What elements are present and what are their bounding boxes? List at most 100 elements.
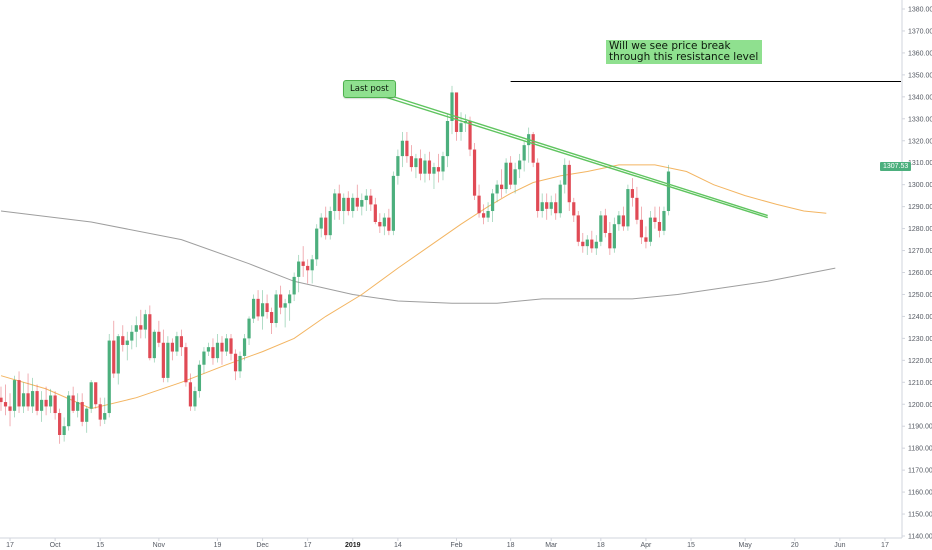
candle-body-33 [148,314,152,359]
candle-body-3 [12,380,17,411]
candle-body-2 [8,406,12,411]
candle-body-48 [215,342,220,359]
price-tick-label-20: 1340.00 [908,94,932,101]
price-tick-label-15: 1290.00 [908,204,932,211]
last-price-badge: 1307.53 [880,162,912,171]
candle-body-56 [251,298,256,319]
price-tick-label-5: 1190.00 [908,424,932,431]
time-tick-label-13: Apr [640,542,652,549]
candle-body-22 [98,404,102,420]
candle-body-6 [26,393,30,407]
candle-body-71 [319,217,323,229]
candle-body-54 [242,338,247,356]
candle-body-27 [121,336,125,345]
candle-body-29 [130,331,134,341]
time-tick-label-7: 2019 [345,542,361,549]
candle-body-34 [152,331,156,359]
price-tick-label-2: 1160.00 [908,490,932,497]
time-tick-label-17: Jun [834,542,845,549]
candle-body-49 [220,342,224,352]
candle-body-146 [657,221,662,231]
price-tick-label-0: 1140.00 [908,534,932,541]
candle-body-114 [513,169,517,185]
price-tick-label-1: 1150.00 [908,512,932,519]
candle-body-21 [94,382,98,405]
candle-body-15 [67,395,71,427]
candle-body-105 [472,149,477,196]
candle-body-95 [427,160,432,174]
candle-body-106 [477,195,481,214]
candle-body-83 [373,204,377,222]
price-tick-label-14: 1280.00 [908,226,932,233]
candle-body-127 [572,202,576,216]
candle-body-84 [378,221,382,227]
candle-body-115 [518,160,522,170]
candle-body-40 [179,336,183,348]
candle-body-53 [238,355,242,372]
candle-body-124 [558,184,562,214]
candle-body-39 [175,336,179,352]
candle-body-85 [382,217,386,227]
candle-body-113 [509,162,513,185]
candle-body-143 [644,237,648,242]
candle-body-90 [405,140,409,157]
price-tick-label-12: 1260.00 [908,270,932,277]
candle-body-97 [436,167,441,172]
price-tick-label-6: 1200.00 [908,402,932,409]
candle-body-24 [107,340,111,414]
candle-body-44 [197,364,202,392]
time-tick-label-15: May [739,542,753,549]
time-tick-label-11: Mar [545,542,558,549]
candle-body-12 [53,395,57,414]
price-tick-label-9: 1230.00 [908,336,932,343]
candle-body-28 [125,340,129,345]
candle-body-126 [567,164,571,203]
price-tick-label-11: 1250.00 [908,292,932,299]
candle-body-78 [351,197,355,212]
candle-body-98 [441,156,445,172]
candle-body-132 [594,241,598,249]
candle-body-66 [297,261,301,277]
candle-body-92 [414,158,418,168]
candle-body-141 [635,197,639,220]
candle-body-138 [621,215,625,227]
last-post-callout: Last post [343,80,396,98]
candle-body-8 [35,391,39,411]
candle-body-9 [39,399,44,411]
candle-body-46 [206,347,211,352]
candle-body-58 [260,303,265,317]
price-tick-label-17: 1310.00 [908,160,932,167]
candle-body-79 [355,197,359,207]
candle-body-110 [495,184,499,194]
candle-body-147 [662,211,666,231]
candle-body-18 [80,402,84,422]
candle-body-77 [346,197,350,212]
candle-body-20 [89,382,93,409]
candle-body-82 [369,195,373,205]
candle-body-101 [454,92,459,132]
candle-body-140 [630,189,634,198]
candle-body-109 [490,193,495,212]
price-tick-label-3: 1170.00 [908,468,932,475]
price-tick-label-24: 1380.00 [908,7,932,14]
time-tick-label-4: 19 [214,542,222,549]
time-tick-label-14: 15 [687,542,695,549]
candle-body-11 [49,395,53,407]
candle-body-125 [563,164,567,185]
candle-body-120 [540,202,544,212]
time-tick-label-10: 18 [507,542,515,549]
candle-body-50 [224,338,229,352]
candle-body-139 [626,189,630,227]
time-tick-label-5: Dec [256,542,269,549]
time-tick-label-1: Oct [50,542,61,549]
candle-body-100 [450,92,454,121]
candle-body-76 [342,197,346,212]
time-tick-label-0: 17 [6,542,14,549]
trendline-from-callout [384,96,768,219]
candle-body-88 [396,156,400,176]
candle-body-31 [139,325,143,330]
candle-body-135 [608,232,612,249]
candle-body-4 [17,380,21,407]
candle-body-111 [500,184,504,190]
candle-body-13 [58,413,62,435]
